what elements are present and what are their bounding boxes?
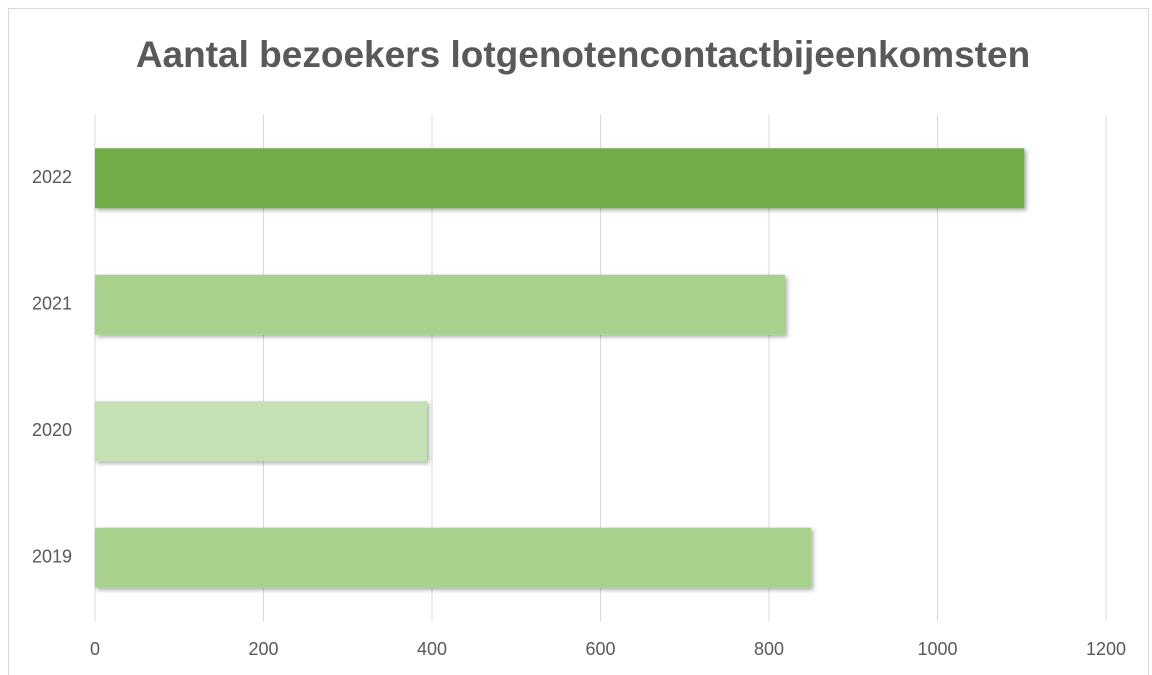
x-tick-label: 0	[90, 639, 100, 659]
chart-title: Aantal bezoekers lotgenotencontactbijeen…	[136, 34, 1030, 75]
bar	[95, 401, 427, 462]
bar	[95, 527, 812, 588]
x-tick-label: 400	[417, 639, 447, 659]
bar	[95, 274, 786, 335]
y-tick-label: 2020	[32, 420, 72, 440]
x-tick-label: 1000	[917, 639, 957, 659]
bar	[95, 148, 1025, 209]
x-tick-label: 200	[248, 639, 278, 659]
y-tick-label: 2019	[32, 547, 72, 567]
x-tick-label: 600	[585, 639, 615, 659]
x-tick-label: 800	[754, 639, 784, 659]
y-tick-label: 2021	[32, 294, 72, 314]
x-tick-label: 1200	[1086, 639, 1126, 659]
y-tick-label: 2022	[32, 167, 72, 187]
